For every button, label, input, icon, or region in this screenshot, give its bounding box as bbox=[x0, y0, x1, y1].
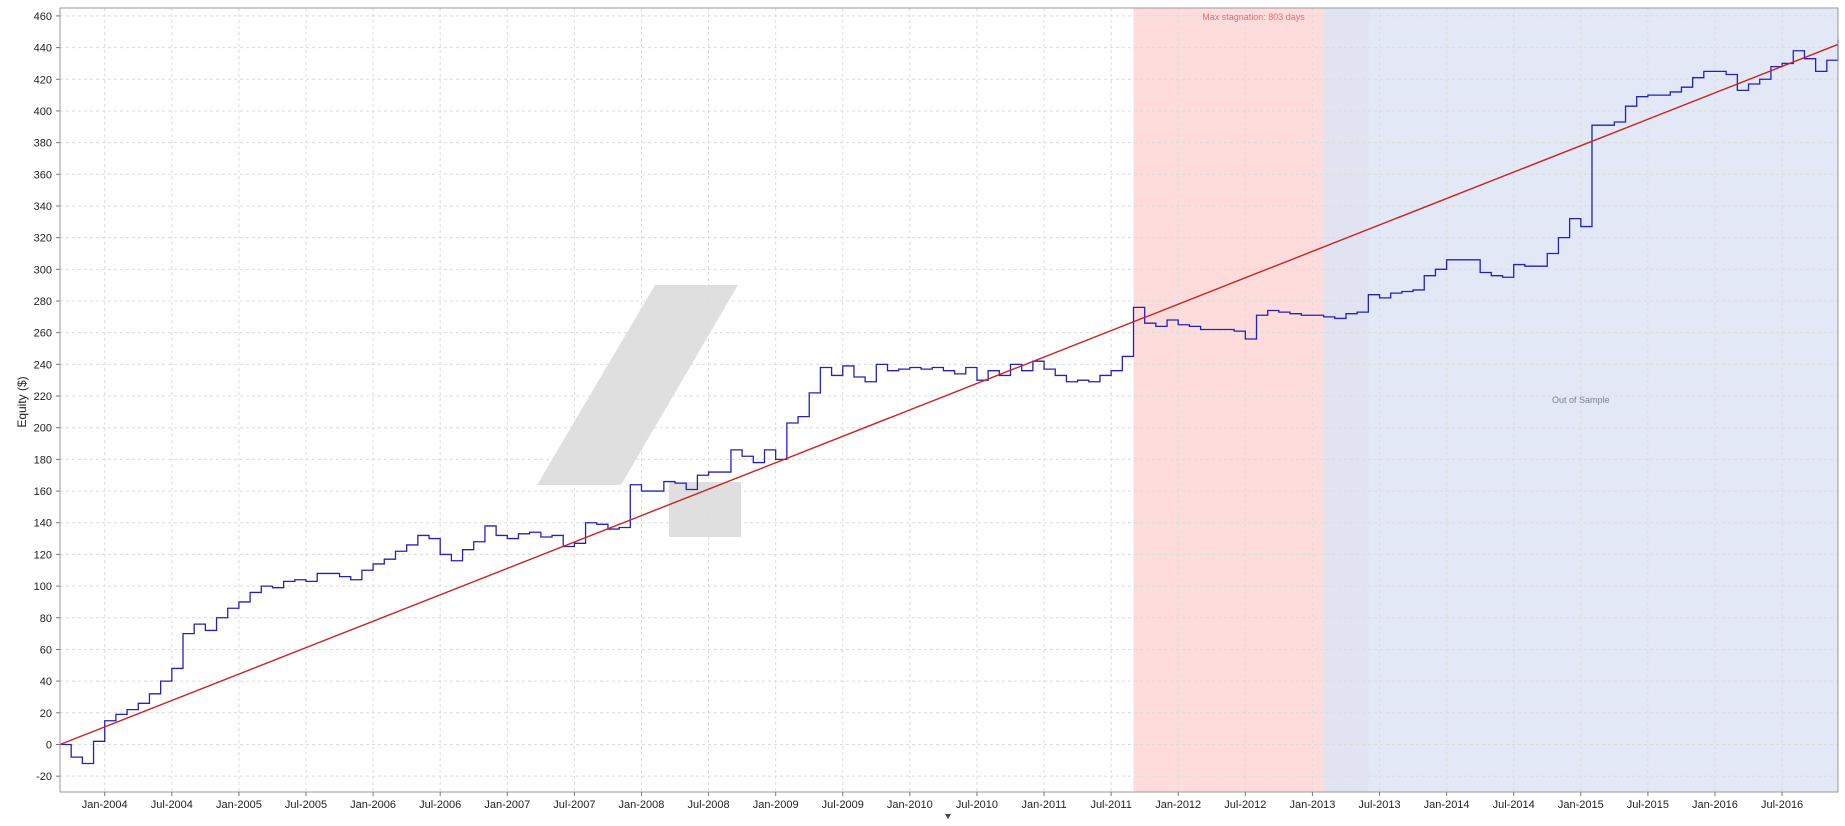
x-tick-label: Jan-2011 bbox=[1022, 799, 1067, 811]
plot-border bbox=[59, 7, 1839, 793]
x-tick-label: Jul-2015 bbox=[1627, 799, 1669, 811]
region-label-layer: Max stagnation: 803 days Out of Sample bbox=[1202, 12, 1609, 405]
x-tick-label: Jan-2004 bbox=[82, 799, 128, 811]
y-tick-label: 120 bbox=[34, 549, 52, 561]
y-tick-label: 240 bbox=[34, 359, 52, 371]
y-tick-label: 100 bbox=[34, 581, 52, 593]
x-tick-label: Jan-2005 bbox=[216, 799, 262, 811]
x-tick-label: Jul-2007 bbox=[553, 799, 595, 811]
y-tick-label: 0 bbox=[46, 739, 52, 751]
y-tick-label: 420 bbox=[34, 74, 52, 86]
x-tick-label: Jul-2004 bbox=[151, 799, 193, 811]
region-label-stagnation: Max stagnation: 803 days bbox=[1202, 12, 1305, 22]
y-tick-label: 460 bbox=[34, 11, 52, 23]
x-tick-label: Jan-2006 bbox=[350, 799, 396, 811]
series-equity-line bbox=[60, 39, 1839, 765]
y-tick-label: 60 bbox=[40, 644, 52, 656]
x-tick-label: Jan-2007 bbox=[484, 799, 530, 811]
y-tick-label: 140 bbox=[34, 518, 52, 530]
y-tick-label: 360 bbox=[34, 169, 52, 181]
y-tick-label: 340 bbox=[34, 201, 52, 213]
series-layer bbox=[59, 39, 1839, 765]
y-tick-label: 300 bbox=[34, 264, 52, 276]
x-tick-label: Jan-2013 bbox=[1289, 799, 1335, 811]
x-axis-ticks: Jan-2004 Jul-2004 Jan-2005 Jul-2005 Jan-2006… bbox=[82, 792, 1803, 811]
y-tick-label: 160 bbox=[34, 486, 52, 498]
axes-layer bbox=[59, 7, 1839, 793]
x-tick-label: Jan-2016 bbox=[1692, 799, 1738, 811]
x-tick-label: Jul-2013 bbox=[1358, 799, 1400, 811]
y-tick-label: 400 bbox=[34, 106, 52, 118]
y-tick-label: 80 bbox=[40, 613, 52, 625]
x-tick-label: Jul-2009 bbox=[822, 799, 864, 811]
x-tick-label: Jul-2010 bbox=[956, 799, 998, 811]
y-tick-label: 260 bbox=[34, 328, 52, 340]
y-tick-label: -20 bbox=[36, 771, 52, 783]
x-tick-label: Jul-2005 bbox=[285, 799, 327, 811]
y-tick-label: 440 bbox=[34, 43, 52, 55]
x-tick-label: Jul-2006 bbox=[419, 799, 461, 811]
region-layer bbox=[1133, 8, 1838, 792]
x-tick-label: Jan-2010 bbox=[887, 799, 933, 811]
x-tick-label: Jul-2011 bbox=[1090, 799, 1131, 811]
x-tick-label: Jan-2012 bbox=[1155, 799, 1201, 811]
y-axis-label: Equity ($) bbox=[15, 376, 29, 427]
scroll-arrow-icon[interactable] bbox=[945, 814, 951, 819]
y-tick-label: 200 bbox=[34, 423, 52, 435]
y-tick-label: 380 bbox=[34, 138, 52, 150]
x-tick-label: Jul-2012 bbox=[1224, 799, 1266, 811]
x-tick-label: Jul-2014 bbox=[1493, 799, 1535, 811]
y-tick-label: 320 bbox=[34, 233, 52, 245]
x-tick-label: Jul-2016 bbox=[1761, 799, 1803, 811]
x-tick-label: Jan-2009 bbox=[753, 799, 799, 811]
watermark-logo bbox=[537, 285, 741, 537]
y-tick-label: 180 bbox=[34, 454, 52, 466]
y-tick-label: 40 bbox=[40, 676, 52, 688]
y-tick-label: 280 bbox=[34, 296, 52, 308]
region-label-out-of-sample: Out of Sample bbox=[1552, 395, 1610, 405]
watermark-slash bbox=[537, 285, 738, 485]
x-tick-label: Jan-2014 bbox=[1424, 799, 1470, 811]
y-axis-ticks: -20 0 20 40 60 80 100 120 140 160 180 200 220 240 260 2… bbox=[34, 11, 60, 783]
y-tick-label: 220 bbox=[34, 391, 52, 403]
x-tick-label: Jul-2008 bbox=[687, 799, 729, 811]
y-tick-label: 20 bbox=[40, 708, 52, 720]
x-tick-label: Jan-2015 bbox=[1558, 799, 1604, 811]
x-tick-label: Jan-2008 bbox=[619, 799, 665, 811]
grid-layer bbox=[60, 8, 1838, 792]
series-trend-line bbox=[59, 43, 1839, 746]
